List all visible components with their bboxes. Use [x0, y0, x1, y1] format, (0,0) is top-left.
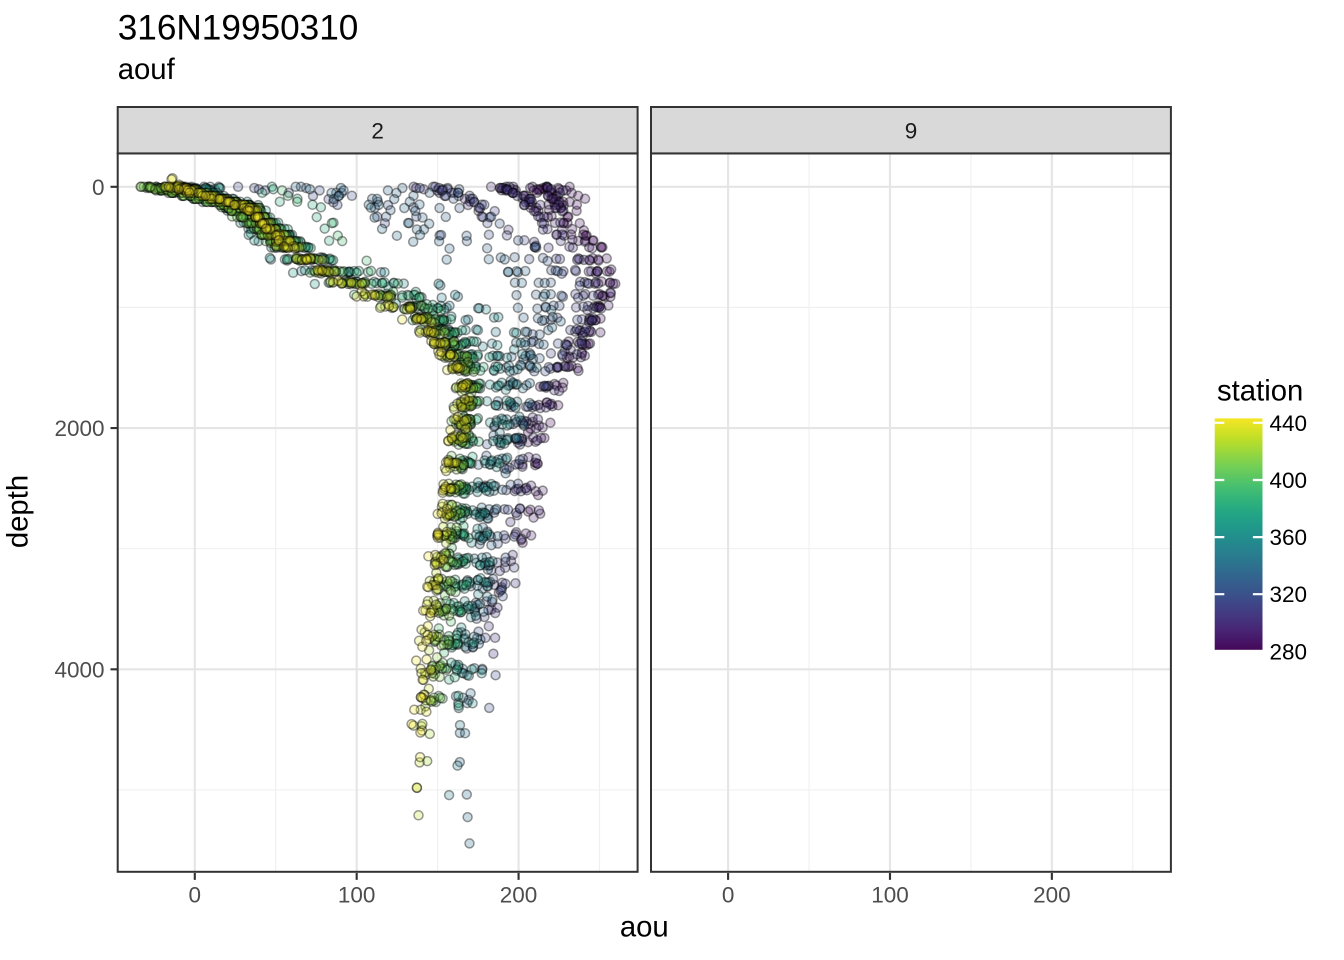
svg-text:400: 400 [1270, 468, 1308, 493]
svg-text:9: 9 [905, 118, 918, 143]
svg-text:280: 280 [1270, 639, 1308, 664]
svg-text:200: 200 [1033, 883, 1071, 908]
svg-text:316N19950310: 316N19950310 [118, 9, 359, 48]
svg-text:aou: aou [620, 911, 669, 944]
svg-text:440: 440 [1270, 411, 1308, 436]
svg-text:4000: 4000 [54, 657, 104, 682]
svg-text:0: 0 [189, 883, 202, 908]
svg-text:2000: 2000 [54, 416, 104, 441]
svg-text:aouf: aouf [118, 53, 176, 86]
svg-text:0: 0 [722, 883, 735, 908]
svg-text:100: 100 [338, 883, 376, 908]
svg-text:200: 200 [500, 883, 538, 908]
svg-text:2: 2 [371, 118, 384, 143]
svg-text:depth: depth [2, 475, 35, 548]
svg-text:station: station [1217, 375, 1303, 408]
svg-text:360: 360 [1270, 525, 1308, 550]
svg-text:100: 100 [871, 883, 909, 908]
svg-text:0: 0 [92, 175, 105, 200]
svg-text:320: 320 [1270, 582, 1308, 607]
